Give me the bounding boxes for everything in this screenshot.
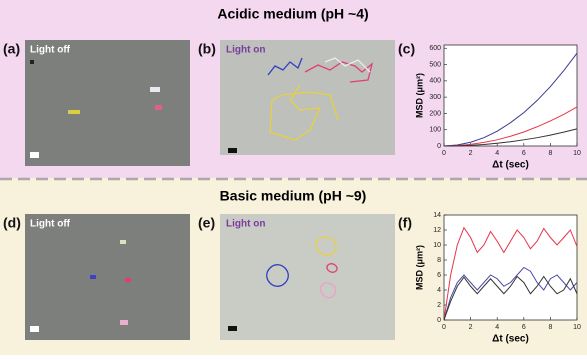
line-series (443, 226, 578, 321)
y-tick-label: 14 (433, 212, 441, 219)
panel-caption: Light on (226, 219, 265, 230)
y-tick-label: 4 (437, 287, 441, 294)
scale-bar (30, 152, 39, 158)
scale-bar (228, 326, 237, 331)
y-tick-label: 8 (437, 257, 441, 264)
panel-label: (c) (398, 41, 415, 57)
micrograph (220, 214, 395, 340)
x-tick-label: 4 (495, 324, 499, 331)
y-tick-label: 100 (429, 127, 441, 134)
panel-caption: Light off (30, 45, 71, 56)
scale-bar (228, 148, 237, 153)
micrograph (25, 214, 190, 340)
y-tick-label: 6 (437, 272, 441, 279)
x-tick-label: 2 (469, 324, 473, 331)
plot-area (443, 214, 578, 321)
line-series (443, 128, 578, 147)
y-tick-label: 0 (437, 143, 441, 150)
panel-label: (d) (3, 215, 21, 231)
panel-label: (a) (3, 41, 20, 57)
x-tick-label: 4 (495, 150, 499, 157)
y-tick-label: 300 (429, 94, 441, 101)
x-axis-label: Δt (sec) (492, 334, 529, 345)
panel-label: (f) (398, 215, 412, 231)
y-tick-label: 400 (429, 78, 441, 85)
micrograph (25, 40, 190, 166)
y-tick-label: 0 (437, 317, 441, 324)
y-tick-label: 12 (433, 227, 441, 234)
plot-area (443, 44, 578, 147)
particles (30, 60, 162, 325)
line-series (443, 106, 578, 147)
y-tick-label: 200 (429, 110, 441, 117)
y-axis-label: MSD (μm²) (414, 73, 424, 118)
section-title: Basic medium (pH ~9) (220, 188, 367, 204)
micrograph (220, 40, 395, 155)
panel-caption: Light off (30, 219, 71, 230)
line-series (443, 266, 578, 321)
y-tick-label: 2 (437, 302, 441, 309)
x-tick-label: 6 (522, 150, 526, 157)
x-tick-label: 0 (442, 150, 446, 157)
trajectories (266, 57, 374, 299)
section-title: Acidic medium (pH ~4) (217, 6, 368, 22)
y-tick-label: 600 (429, 45, 441, 52)
x-tick-label: 8 (548, 150, 552, 157)
x-tick-label: 8 (548, 324, 552, 331)
y-axis-label: MSD (μm²) (414, 245, 424, 290)
line-series (443, 275, 578, 321)
x-tick-label: 10 (573, 150, 581, 157)
panel-caption: Light on (226, 45, 265, 56)
x-tick-label: 6 (522, 324, 526, 331)
x-tick-label: 2 (469, 150, 473, 157)
y-tick-label: 500 (429, 61, 441, 68)
line-series (443, 52, 578, 147)
y-tick-label: 10 (433, 242, 441, 249)
scale-bar (30, 326, 39, 332)
x-tick-label: 10 (573, 324, 581, 331)
x-axis-label: Δt (sec) (492, 160, 529, 171)
panel-label: (e) (198, 215, 215, 231)
x-tick-label: 0 (442, 324, 446, 331)
panel-label: (b) (198, 41, 216, 57)
